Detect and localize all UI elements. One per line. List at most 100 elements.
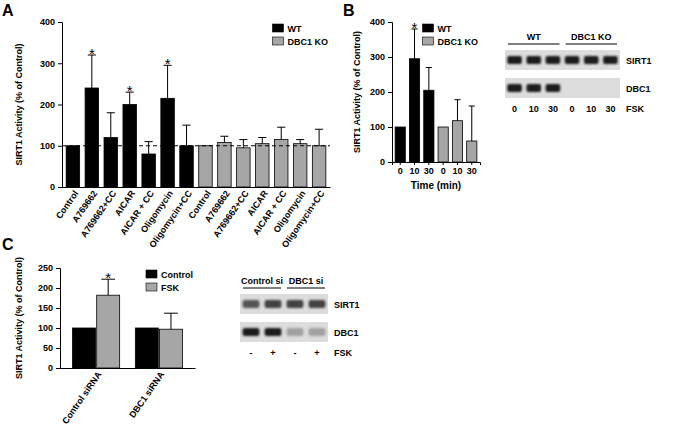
bar (66, 146, 79, 187)
y-tick: 200 (38, 283, 60, 293)
lane-label: + (314, 348, 319, 358)
y-tick: 0 (380, 157, 392, 167)
error-bar-stem (428, 68, 429, 91)
y-tick: 400 (370, 17, 392, 27)
x-axis-line (61, 368, 196, 369)
blot-band (584, 56, 599, 64)
y-tick-mark (58, 105, 62, 106)
y-tick: 200 (40, 100, 62, 110)
bar-chart: *01002003004000103001030SIRT1 Activity (… (343, 2, 481, 191)
x-tick: 10 (410, 162, 420, 176)
error-bar (107, 113, 115, 138)
legend-swatch (422, 37, 433, 45)
y-tick-mark (388, 22, 392, 23)
y-tick-label: 100 (38, 323, 53, 333)
treatment-label: FSK (334, 348, 353, 358)
western-blot: Control siDBC1 siSIRT1DBC1-+-+FSK (240, 276, 360, 358)
bar (293, 144, 306, 187)
row-label: SIRT1 (334, 300, 360, 310)
blot-band (287, 328, 304, 336)
legend-label: DBC1 KO (287, 37, 328, 47)
y-axis: 0100200300400 (370, 17, 393, 167)
group-bracket (243, 288, 281, 289)
y-tick-mark (388, 162, 392, 163)
blot-band (507, 84, 522, 92)
panel-label: B (343, 2, 355, 19)
y-tick: 100 (38, 323, 60, 333)
x-tick-label: 30 (424, 166, 434, 176)
y-tick-mark (56, 288, 60, 289)
y-axis: 050100150200250 (38, 263, 61, 373)
blot-background (240, 294, 328, 314)
blot-band (526, 84, 541, 92)
bar (97, 295, 120, 368)
legend: WTDBC1 KO (422, 24, 478, 47)
error-bar-stem (262, 138, 263, 144)
y-tick-label: 0 (380, 157, 385, 167)
y-axis-title: SIRT1 Activity (% of Control) (14, 257, 24, 379)
x-tick-label: A769662+CC (79, 188, 119, 239)
y-tick-mark (58, 146, 62, 147)
legend-label: FSK (161, 283, 180, 293)
blot-band (265, 300, 282, 308)
x-tick: Oligomycin+CC (280, 187, 327, 250)
panel-label: C (2, 236, 14, 253)
y-axis-line (56, 269, 61, 369)
y-tick-label: 200 (370, 87, 385, 97)
y-tick-mark (388, 92, 392, 93)
western-blot: WTDBC1 KOSIRT1DBC10103001030FSK (505, 32, 652, 114)
x-tick-label: 30 (467, 166, 477, 176)
y-tick-label: 100 (40, 141, 55, 151)
row-label: SIRT1 (626, 56, 652, 66)
error-bar-stem (243, 140, 244, 148)
error-bar (182, 125, 190, 146)
error-bar (315, 129, 323, 146)
lane-label: 30 (548, 104, 558, 114)
significance-marker: * (89, 45, 95, 62)
y-tick-mark (56, 308, 60, 309)
blot-band (265, 328, 282, 336)
x-tick-label: 0 (441, 166, 446, 176)
bar (395, 127, 405, 162)
y-tick-label: 0 (50, 182, 55, 192)
error-bar-cap (182, 125, 190, 126)
y-tick-label: 0 (48, 363, 53, 373)
bar (452, 121, 462, 162)
x-tick: Control siRNA (60, 368, 104, 426)
y-tick-mark (388, 57, 392, 58)
x-tick-label: Oligomycin+CC (147, 188, 194, 249)
error-bar (258, 138, 266, 144)
lane-label: - (250, 348, 253, 358)
y-tick-label: 250 (38, 263, 53, 273)
x-axis-title: Time (min) (411, 180, 461, 191)
plot-marks (62, 55, 330, 187)
figure: ***0100200300400ControlA769662A769662+CC… (0, 0, 683, 440)
y-tick-label: 400 (370, 17, 385, 27)
y-tick-label: 200 (40, 100, 55, 110)
y-tick: 200 (370, 87, 392, 97)
plot-marks (395, 29, 477, 162)
error-bar-cap (469, 106, 475, 107)
legend-swatch (272, 37, 283, 45)
bar (142, 154, 155, 187)
error-bar-stem (170, 313, 171, 329)
plot-texts: * (412, 19, 418, 36)
bar (73, 328, 96, 368)
blot-band (546, 84, 561, 92)
lane-label: 0 (512, 104, 517, 114)
plot-texts: * (105, 269, 111, 286)
x-tick-mark (443, 162, 444, 165)
legend-label: DBC1 KO (437, 37, 478, 47)
y-tick-mark (56, 328, 60, 329)
bar (312, 146, 325, 187)
x-tick: 30 (424, 162, 434, 176)
error-bar-stem (471, 106, 472, 141)
y-tick-mark (388, 127, 392, 128)
bar (180, 146, 193, 187)
bar (237, 148, 250, 187)
y-axis-title: SIRT1 Activity (% of Control) (352, 31, 362, 153)
significance-marker: * (165, 55, 171, 72)
error-bar (454, 100, 460, 121)
blot-band (309, 300, 326, 308)
y-tick-label: 100 (370, 122, 385, 132)
